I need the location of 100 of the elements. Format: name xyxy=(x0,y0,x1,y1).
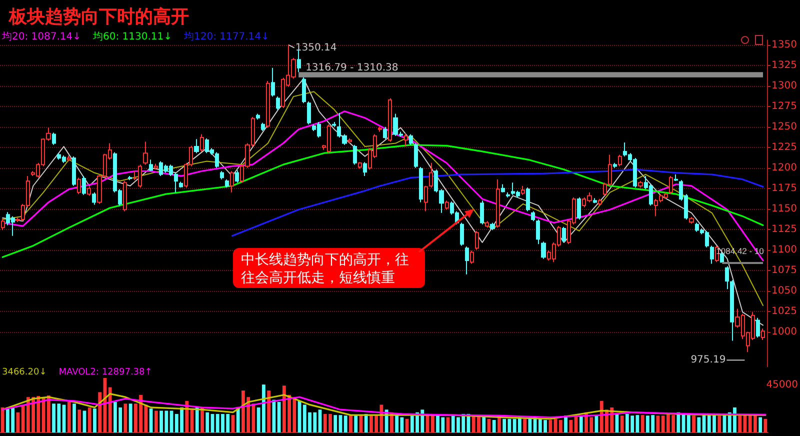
bar xyxy=(154,410,158,432)
bar xyxy=(108,387,112,432)
candlestick xyxy=(52,132,56,146)
bar xyxy=(195,407,199,432)
y-tick-label: 1250 xyxy=(772,121,798,132)
candlestick xyxy=(419,166,423,203)
candlestick xyxy=(689,216,694,224)
bar xyxy=(0,407,4,432)
y-tick-label: 1100 xyxy=(772,244,798,256)
candlestick xyxy=(445,200,449,210)
band-label: 1316.79 - 1310.38 xyxy=(306,62,398,74)
candlestick xyxy=(72,156,76,186)
annotation: 45000 xyxy=(766,380,798,390)
candlestick xyxy=(230,170,234,193)
candlestick xyxy=(730,280,734,342)
bar xyxy=(620,416,624,432)
candlestick xyxy=(536,218,540,245)
candlestick xyxy=(598,198,602,206)
bar xyxy=(676,412,680,432)
bar xyxy=(430,416,434,432)
bar xyxy=(88,407,92,432)
annotation: 1350.14 xyxy=(295,42,337,54)
candlestick xyxy=(200,134,204,152)
candlestick xyxy=(485,220,489,228)
candlestick xyxy=(215,152,219,168)
bar xyxy=(492,420,496,432)
candlestick xyxy=(756,317,760,338)
candlestick xyxy=(414,142,418,168)
candlestick xyxy=(710,245,714,264)
bar xyxy=(569,420,573,432)
candlestick xyxy=(149,159,153,172)
candlestick xyxy=(501,184,505,193)
y-tick-label: 1150 xyxy=(772,203,798,214)
y-tick-label: 1200 xyxy=(772,162,798,174)
bar xyxy=(558,420,562,432)
candlestick xyxy=(674,174,678,182)
bar xyxy=(344,416,348,432)
bar xyxy=(78,410,82,432)
bar xyxy=(738,416,742,432)
candlestick xyxy=(348,138,352,144)
bar xyxy=(697,417,701,432)
bar xyxy=(692,416,696,432)
candlestick xyxy=(470,250,474,264)
candlestick xyxy=(460,222,464,246)
bar xyxy=(686,415,690,432)
bar xyxy=(758,417,762,432)
candlestick xyxy=(143,141,148,166)
candlestick xyxy=(562,226,566,243)
bar xyxy=(764,418,768,432)
candlestick xyxy=(77,177,81,195)
candlestick xyxy=(358,162,362,170)
candlestick xyxy=(154,163,158,170)
chart-title: 板块趋势向下时的高开 xyxy=(8,6,189,28)
bar xyxy=(364,414,368,432)
annotation: 975.19 xyxy=(690,354,726,366)
candlestick xyxy=(593,198,597,204)
y-tick-label: 1025 xyxy=(772,306,798,317)
text: 均60: 1130.11↓ xyxy=(92,30,172,42)
candlestick xyxy=(276,96,280,110)
bar xyxy=(579,416,583,432)
candlestick xyxy=(506,192,510,198)
bar xyxy=(267,390,270,432)
y-tick-label: 1125 xyxy=(772,224,798,235)
candlestick xyxy=(531,210,535,222)
candlestick xyxy=(297,49,301,73)
bar xyxy=(16,412,20,432)
y-tick-label: 1050 xyxy=(772,285,798,296)
bar xyxy=(46,395,50,432)
candlestick xyxy=(496,178,500,228)
candlestick xyxy=(521,185,525,196)
candlestick xyxy=(541,241,546,260)
candlestick xyxy=(761,328,765,340)
candlestick xyxy=(194,138,199,154)
candlestick xyxy=(87,186,91,196)
candlestick xyxy=(404,132,408,148)
bar xyxy=(349,415,352,432)
y-tick-label: 1350 xyxy=(772,39,798,50)
candlestick xyxy=(465,246,469,275)
candlestick xyxy=(235,170,239,184)
bar xyxy=(354,415,358,432)
y-tick-label: 1300 xyxy=(772,80,798,92)
bar xyxy=(548,420,552,432)
candlestick xyxy=(256,113,260,120)
candlestick xyxy=(225,178,229,188)
candlestick xyxy=(409,134,413,146)
bar xyxy=(206,412,210,432)
candlestick xyxy=(490,222,495,231)
y-tick-label: 1075 xyxy=(772,264,798,276)
candlestick xyxy=(725,266,729,290)
bar xyxy=(124,404,128,432)
bar xyxy=(128,404,132,432)
candlestick xyxy=(179,181,183,188)
candlestick xyxy=(353,144,357,166)
candlestick xyxy=(613,162,617,168)
y-tick-label: 1325 xyxy=(772,60,798,71)
text: 均120: 1177.14↓ xyxy=(183,30,270,42)
candlestick xyxy=(383,126,387,140)
bar xyxy=(334,415,338,432)
bar xyxy=(640,415,644,432)
candlestick xyxy=(388,98,392,142)
